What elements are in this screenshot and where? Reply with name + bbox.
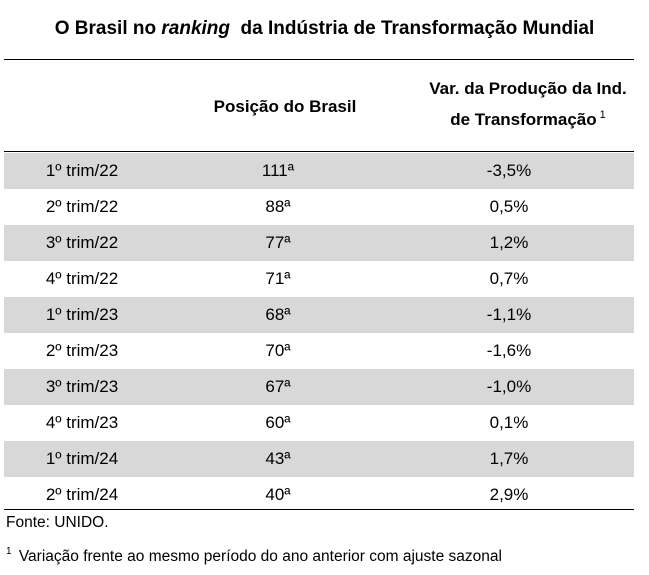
position-cell: 111ª <box>261 161 295 180</box>
table-row: 2º trim/24 40ª 2,9% <box>4 477 634 513</box>
position-cell: 43ª <box>265 449 291 468</box>
period-cell: 2º trim/24 <box>45 485 119 504</box>
table-row: 1º trim/22 111ª -3,5% <box>4 153 634 189</box>
variation-cell: 1,2% <box>489 233 529 252</box>
position-cell: 88ª <box>265 197 291 216</box>
position-cell: 70ª <box>265 341 291 360</box>
header-variation: Var. da Produção da Ind. de Transformaçã… <box>400 76 649 133</box>
table-row: 1º trim/23 68ª -1,1% <box>4 297 634 333</box>
variation-cell: -1,6% <box>486 341 532 360</box>
source-note: Fonte: UNIDO. <box>6 514 109 531</box>
table-row: 2º trim/23 70ª -1,6% <box>4 333 634 369</box>
header-variation-line-2-text: de Transformação <box>450 110 597 129</box>
variation-cell: 1,7% <box>489 449 529 468</box>
header-position: Posição do Brasil <box>213 97 357 116</box>
footnote: 1 Variação frente ao mesmo período do an… <box>6 546 502 566</box>
position-cell: 40ª <box>265 485 291 504</box>
table-top-rule <box>4 59 634 60</box>
position-cell: 60ª <box>265 413 291 432</box>
period-cell: 1º trim/24 <box>45 449 119 468</box>
header-variation-line-2: de Transformação 1 <box>400 102 649 133</box>
position-cell: 67ª <box>265 377 291 396</box>
table-row: 2º trim/22 88ª 0,5% <box>4 189 634 225</box>
variation-cell: 2,9% <box>489 485 529 504</box>
period-cell: 3º trim/23 <box>45 377 119 396</box>
table-row: 4º trim/23 60ª 0,1% <box>4 405 634 441</box>
period-cell: 4º trim/23 <box>45 413 119 432</box>
variation-cell: 0,5% <box>489 197 529 216</box>
variation-cell: -1,0% <box>486 377 532 396</box>
table-row: 4º trim/22 71ª 0,7% <box>4 261 634 297</box>
footnote-mark: 1 <box>6 546 12 557</box>
period-cell: 1º trim/22 <box>45 161 119 180</box>
position-cell: 77ª <box>265 233 291 252</box>
table-row: 3º trim/23 67ª -1,0% <box>4 369 634 405</box>
title-part-2: ranking <box>161 18 230 39</box>
variation-cell: -1,1% <box>486 305 532 324</box>
variation-cell: 0,1% <box>489 413 529 432</box>
table-row: 3º trim/22 77ª 1,2% <box>4 225 634 261</box>
period-cell: 3º trim/22 <box>45 233 119 252</box>
title-part-1: O Brasil no <box>54 18 162 39</box>
header-variation-line-1: Var. da Produção da Ind. <box>429 79 627 98</box>
period-cell: 2º trim/23 <box>45 341 119 360</box>
header-footnote-mark: 1 <box>599 109 606 121</box>
period-cell: 2º trim/22 <box>45 197 119 216</box>
position-cell: 71ª <box>265 269 291 288</box>
table-body: 1º trim/22 111ª -3,5% 2º trim/22 88ª 0,5% 3º t… <box>4 153 634 513</box>
position-cell: 68ª <box>265 305 291 324</box>
table-title: O Brasil no ranking da Indústria de Tran… <box>0 18 649 40</box>
variation-cell: -3,5% <box>486 161 532 180</box>
period-cell: 4º trim/22 <box>45 269 119 288</box>
footnote-text: Variação frente ao mesmo período do ano … <box>14 548 502 565</box>
title-part-3: da Indústria de Transformação Mundial <box>230 18 595 39</box>
table-row: 1º trim/24 43ª 1,7% <box>4 441 634 477</box>
table-header-rule <box>4 151 634 152</box>
table-bottom-rule <box>4 509 634 510</box>
variation-cell: 0,7% <box>489 269 529 288</box>
period-cell: 1º trim/23 <box>45 305 119 324</box>
